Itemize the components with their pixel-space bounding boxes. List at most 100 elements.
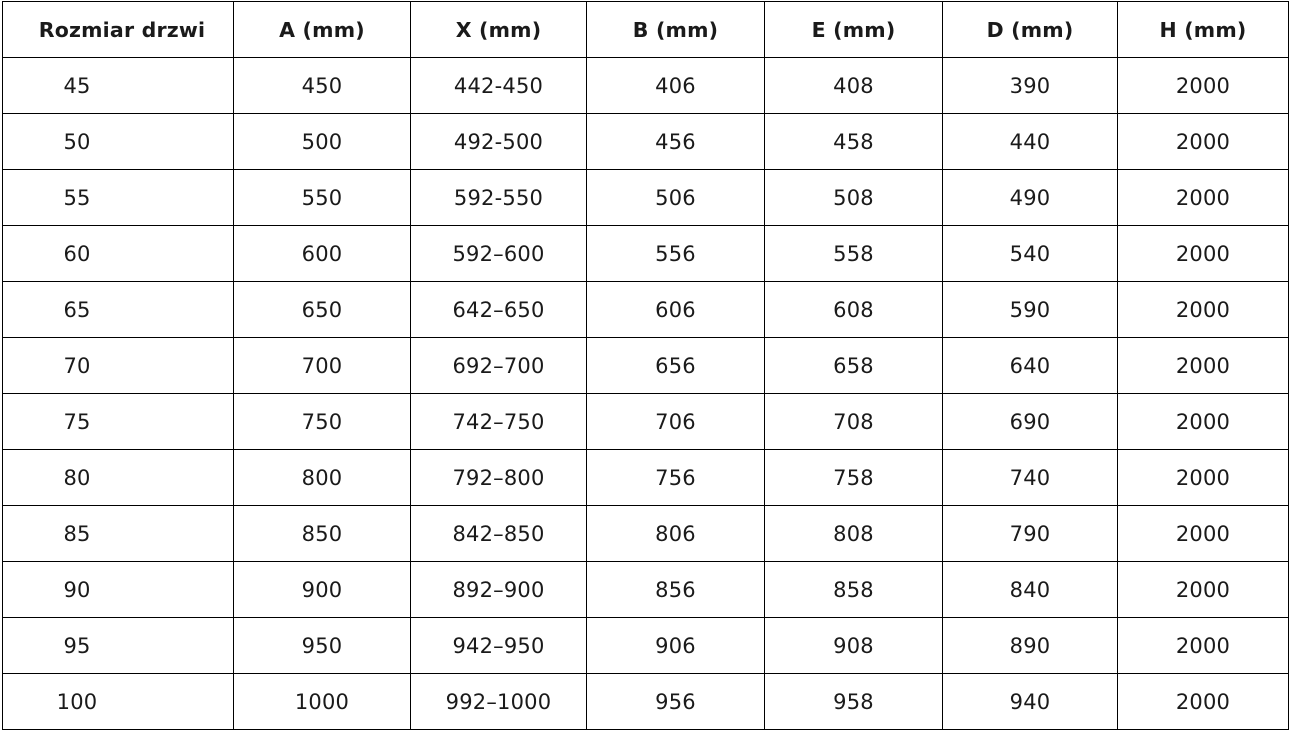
- cell-size: 80: [2, 449, 234, 506]
- table-header-row: Rozmiar drzwi A (mm) X (mm) B (mm) E (mm…: [2, 1, 1289, 58]
- cell-a: 500: [233, 113, 411, 170]
- cell-size: 65: [2, 281, 234, 338]
- table-row: 100 1000 992–1000 956 958 940 2000: [2, 673, 1289, 730]
- cell-h: 2000: [1117, 505, 1289, 562]
- cell-a: 800: [233, 449, 411, 506]
- cell-h: 2000: [1117, 57, 1289, 114]
- cell-e: 808: [764, 505, 943, 562]
- table-row: 55 550 592-550 506 508 490 2000: [2, 169, 1289, 226]
- table-row: 45 450 442-450 406 408 390 2000: [2, 57, 1289, 114]
- cell-b: 606: [586, 281, 765, 338]
- cell-size: 60: [2, 225, 234, 282]
- cell-h: 2000: [1117, 449, 1289, 506]
- table-row: 80 800 792–800 756 758 740 2000: [2, 449, 1289, 506]
- table-row: 70 700 692–700 656 658 640 2000: [2, 337, 1289, 394]
- cell-d: 640: [942, 337, 1118, 394]
- cell-a: 550: [233, 169, 411, 226]
- cell-h: 2000: [1117, 617, 1289, 674]
- cell-a: 650: [233, 281, 411, 338]
- cell-e: 858: [764, 561, 943, 618]
- cell-e: 758: [764, 449, 943, 506]
- cell-e: 408: [764, 57, 943, 114]
- cell-b: 856: [586, 561, 765, 618]
- table-row: 90 900 892–900 856 858 840 2000: [2, 561, 1289, 618]
- column-header-e: E (mm): [764, 1, 943, 58]
- cell-e: 458: [764, 113, 943, 170]
- cell-size: 70: [2, 337, 234, 394]
- cell-a: 1000: [233, 673, 411, 730]
- column-header-b: B (mm): [586, 1, 765, 58]
- table-row: 50 500 492-500 456 458 440 2000: [2, 113, 1289, 170]
- cell-x: 992–1000: [410, 673, 587, 730]
- cell-x: 792–800: [410, 449, 587, 506]
- cell-b: 406: [586, 57, 765, 114]
- cell-d: 540: [942, 225, 1118, 282]
- cell-d: 590: [942, 281, 1118, 338]
- cell-d: 790: [942, 505, 1118, 562]
- cell-h: 2000: [1117, 561, 1289, 618]
- cell-a: 950: [233, 617, 411, 674]
- column-header-h: H (mm): [1117, 1, 1289, 58]
- cell-x: 892–900: [410, 561, 587, 618]
- cell-a: 750: [233, 393, 411, 450]
- cell-a: 450: [233, 57, 411, 114]
- table-body: 45 450 442-450 406 408 390 2000 50 500 4…: [2, 57, 1289, 730]
- cell-b: 556: [586, 225, 765, 282]
- cell-size: 90: [2, 561, 234, 618]
- cell-a: 600: [233, 225, 411, 282]
- cell-d: 840: [942, 561, 1118, 618]
- cell-h: 2000: [1117, 281, 1289, 338]
- cell-e: 708: [764, 393, 943, 450]
- cell-size: 100: [2, 673, 234, 730]
- table-row: 75 750 742–750 706 708 690 2000: [2, 393, 1289, 450]
- cell-h: 2000: [1117, 225, 1289, 282]
- cell-x: 592-550: [410, 169, 587, 226]
- cell-e: 958: [764, 673, 943, 730]
- table-row: 85 850 842–850 806 808 790 2000: [2, 505, 1289, 562]
- cell-e: 608: [764, 281, 943, 338]
- cell-d: 390: [942, 57, 1118, 114]
- cell-b: 906: [586, 617, 765, 674]
- cell-b: 756: [586, 449, 765, 506]
- cell-size: 55: [2, 169, 234, 226]
- cell-size: 75: [2, 393, 234, 450]
- cell-d: 940: [942, 673, 1118, 730]
- cell-x: 442-450: [410, 57, 587, 114]
- cell-e: 508: [764, 169, 943, 226]
- cell-x: 942–950: [410, 617, 587, 674]
- cell-x: 742–750: [410, 393, 587, 450]
- column-header-x: X (mm): [410, 1, 587, 58]
- cell-size: 50: [2, 113, 234, 170]
- cell-d: 740: [942, 449, 1118, 506]
- cell-e: 558: [764, 225, 943, 282]
- cell-e: 908: [764, 617, 943, 674]
- cell-h: 2000: [1117, 393, 1289, 450]
- cell-x: 642–650: [410, 281, 587, 338]
- table-header: Rozmiar drzwi A (mm) X (mm) B (mm) E (mm…: [2, 1, 1289, 58]
- cell-h: 2000: [1117, 673, 1289, 730]
- cell-x: 492-500: [410, 113, 587, 170]
- cell-size: 45: [2, 57, 234, 114]
- cell-b: 506: [586, 169, 765, 226]
- column-header-a: A (mm): [233, 1, 411, 58]
- cell-h: 2000: [1117, 113, 1289, 170]
- cell-size: 85: [2, 505, 234, 562]
- cell-a: 850: [233, 505, 411, 562]
- cell-b: 656: [586, 337, 765, 394]
- cell-d: 690: [942, 393, 1118, 450]
- column-header-rozmiar-drzwi: Rozmiar drzwi: [2, 1, 234, 58]
- column-header-d: D (mm): [942, 1, 1118, 58]
- cell-d: 890: [942, 617, 1118, 674]
- cell-d: 440: [942, 113, 1118, 170]
- cell-b: 706: [586, 393, 765, 450]
- table-row: 65 650 642–650 606 608 590 2000: [2, 281, 1289, 338]
- cell-x: 592–600: [410, 225, 587, 282]
- table-row: 95 950 942–950 906 908 890 2000: [2, 617, 1289, 674]
- cell-e: 658: [764, 337, 943, 394]
- cell-h: 2000: [1117, 337, 1289, 394]
- cell-size: 95: [2, 617, 234, 674]
- cell-x: 692–700: [410, 337, 587, 394]
- cell-x: 842–850: [410, 505, 587, 562]
